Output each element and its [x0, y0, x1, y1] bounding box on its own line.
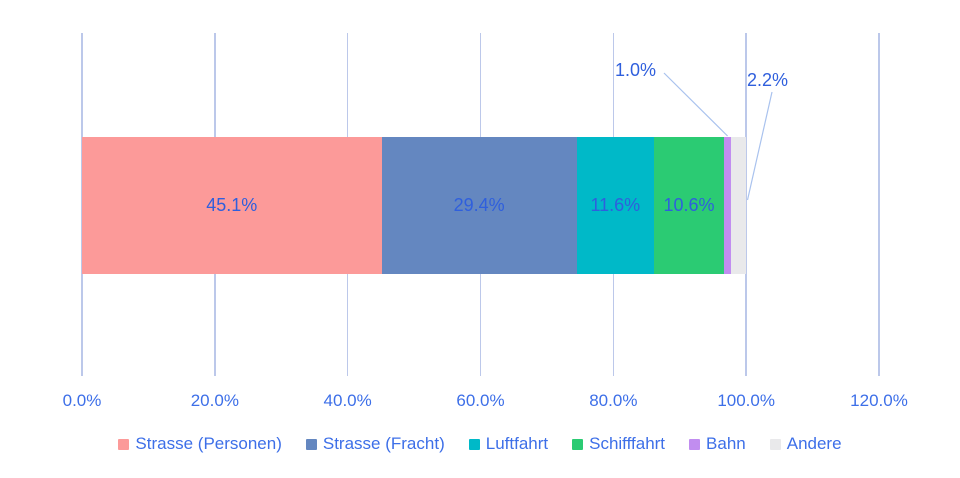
callout-value-label: 2.2% [747, 70, 789, 90]
x-tick-label: 120.0% [850, 391, 908, 410]
leader-line [663, 72, 728, 137]
x-tick-label: 0.0% [62, 391, 102, 410]
legend-marker-icon [118, 438, 130, 450]
x-tick-label: 20.0% [190, 391, 239, 410]
x-tick-label: 80.0% [589, 391, 638, 410]
bar-segment-5 [724, 137, 731, 274]
segment-value-label: 29.4% [453, 195, 505, 215]
legend-marker-icon [305, 438, 317, 450]
segment-value-label: 45.1% [206, 195, 258, 215]
bar-segment-3: 11.6% [576, 137, 654, 274]
bar-segment-1: 45.1% [82, 137, 382, 274]
legend-label: Andere [786, 434, 842, 453]
legend-label: Bahn [706, 434, 746, 453]
legend-label: Strasse (Personen) [135, 434, 282, 453]
legend-marker-icon [689, 438, 701, 450]
legend-marker-icon [468, 438, 480, 450]
bar-segment-6 [730, 137, 746, 274]
gridline [745, 33, 747, 376]
legend: Strasse (Personen) Strasse (Fracht) Luftfa… [0, 434, 960, 454]
legend-marker-icon [769, 438, 781, 450]
segment-value-label: 11.6% [590, 195, 641, 215]
legend-item-3: Luftfahrt [468, 434, 549, 454]
legend-label: Schifffahrt [589, 434, 666, 453]
legend-item-2: Strasse (Fracht) [305, 434, 445, 454]
stacked-bar: 45.1% 29.4% 11.6% 10.6% [82, 137, 879, 274]
legend-item-5: Bahn [689, 434, 746, 454]
legend-label: Luftfahrt [485, 434, 549, 453]
legend-item-4: Schifffahrt [572, 434, 665, 454]
bar-segment-2: 29.4% [381, 137, 577, 274]
segment-value-label: 10.6% [663, 195, 715, 215]
x-tick-label: 100.0% [717, 391, 775, 410]
gridline [878, 33, 880, 376]
x-tick-label: 60.0% [456, 391, 505, 410]
legend-marker-icon [572, 438, 584, 450]
legend-item-1: Strasse (Personen) [118, 434, 282, 454]
callout-value-label: 1.0% [615, 60, 657, 80]
legend-label: Strasse (Fracht) [322, 434, 445, 453]
legend-item-6: Andere [769, 434, 842, 454]
x-tick-label: 40.0% [323, 391, 372, 410]
bar-segment-4: 10.6% [653, 137, 725, 274]
